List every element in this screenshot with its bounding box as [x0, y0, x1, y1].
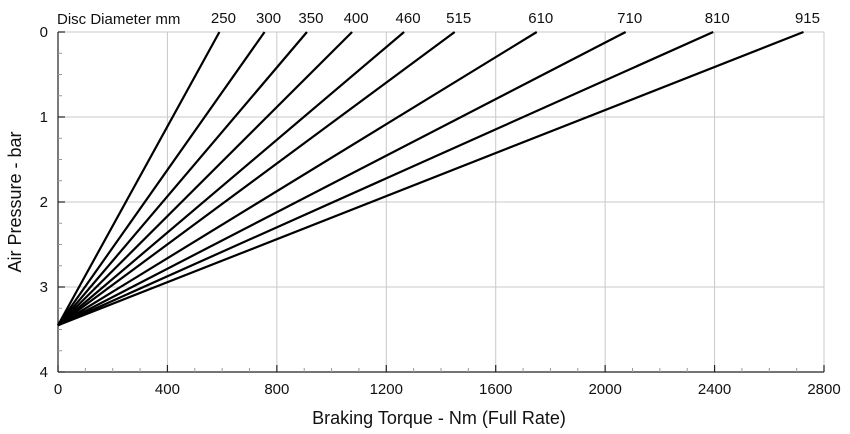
x-tick-label: 1600 [479, 381, 512, 398]
series-line-400 [57, 31, 353, 327]
series-line-710 [57, 31, 627, 327]
x-tick-label: 0 [54, 381, 62, 398]
x-axis-title: Braking Torque - Nm (Full Rate) [312, 408, 566, 428]
series-label-610: 610 [528, 10, 553, 27]
y-tick-label: 3 [40, 279, 48, 296]
series-line-915 [57, 30, 804, 327]
series-label-915: 915 [795, 10, 820, 27]
x-tick-label: 400 [155, 381, 180, 398]
y-tick-label: 0 [40, 24, 48, 41]
series-label-350: 350 [298, 10, 323, 27]
series-lines [57, 30, 804, 327]
series-label-400: 400 [344, 10, 369, 27]
y-tick-label: 4 [40, 364, 48, 381]
series-line-515 [57, 31, 456, 327]
x-tick-label: 1200 [370, 381, 403, 398]
axes [57, 31, 825, 373]
x-tick-label: 2400 [698, 381, 731, 398]
series-label-250: 250 [211, 10, 236, 27]
series-label-300: 300 [256, 10, 281, 27]
series-label-710: 710 [617, 10, 642, 27]
y-tick-label: 2 [40, 194, 48, 211]
y-axis-title: Air Pressure - bar [5, 131, 25, 272]
series-label-810: 810 [705, 10, 730, 27]
grid [58, 31, 825, 372]
series-line-250 [57, 31, 221, 326]
series-line-610 [57, 31, 538, 327]
x-tick-label: 800 [264, 381, 289, 398]
series-line-810 [57, 30, 714, 327]
labels: 0 400 800 1200 1600 2000 2400 2800 0 1 2 3 4 250 300 35… [40, 10, 841, 398]
series-line-300 [57, 31, 266, 326]
disc-diameter-title: Disc Diameter mm [57, 11, 180, 28]
y-tick-label: 1 [40, 109, 48, 126]
series-line-460 [57, 31, 405, 327]
x-tick-label: 2800 [807, 381, 840, 398]
x-tick-label: 2000 [588, 381, 621, 398]
series-label-515: 515 [446, 10, 471, 27]
series-line-350 [57, 31, 308, 326]
series-label-460: 460 [396, 10, 421, 27]
